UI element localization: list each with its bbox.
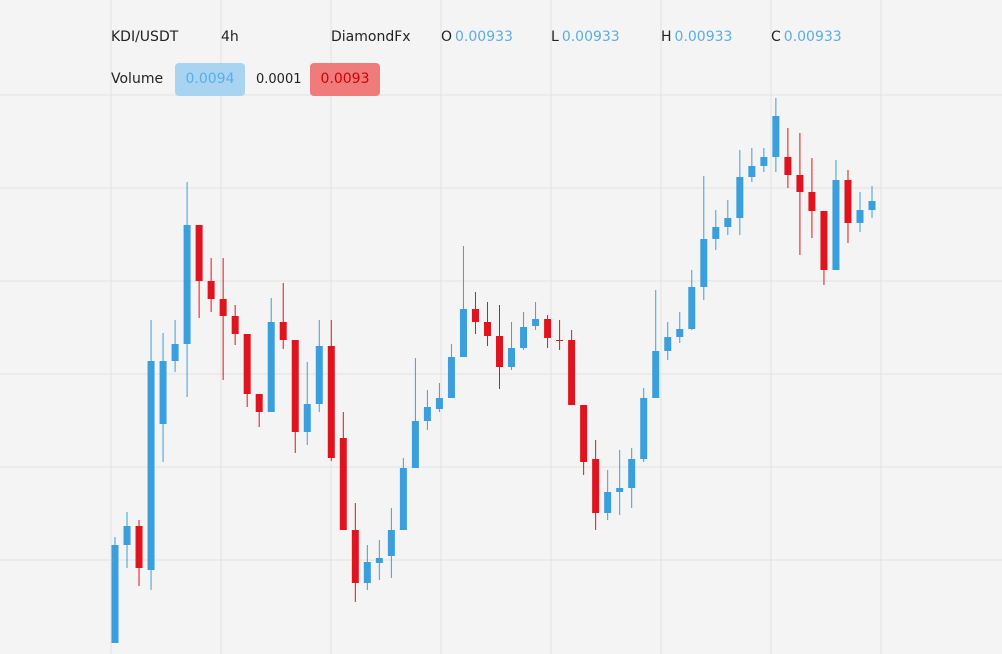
candle-body (291, 340, 299, 432)
candle-body (135, 526, 143, 568)
candle-body (628, 459, 636, 488)
candle-body (267, 322, 275, 412)
candle-body (508, 348, 516, 367)
candle-body (772, 116, 780, 157)
candle-body (123, 526, 131, 545)
candle-body (411, 421, 419, 468)
candle-body (219, 299, 227, 316)
volume-delta: 0.0001 (256, 72, 302, 87)
candle-body (700, 239, 708, 287)
candle-body (544, 319, 552, 338)
candle-body (387, 530, 395, 556)
candle-body (375, 558, 383, 563)
candle-body (447, 357, 455, 398)
candle-body (159, 361, 167, 424)
ohlc-label: C (771, 29, 781, 45)
ohlc-item: L 0.00933 (551, 29, 620, 45)
candle-body (147, 361, 155, 570)
candle-body (255, 394, 263, 412)
candle-body (820, 211, 828, 270)
candle-body (736, 177, 744, 218)
candle-body (315, 346, 323, 404)
interval: 4h (221, 29, 239, 45)
candle-body (520, 327, 528, 348)
candle-body (868, 201, 876, 210)
candle-body (784, 157, 792, 175)
candle-body (471, 309, 479, 322)
ohlc-label: H (661, 29, 672, 45)
candle-body (796, 175, 804, 192)
ohlc-value: 0.00933 (561, 29, 620, 45)
candle-body (832, 180, 840, 270)
ohlc-value: 0.00933 (455, 29, 513, 45)
candle-body (195, 225, 203, 281)
candle-body (399, 468, 407, 530)
candle-body (676, 329, 684, 337)
volume-down: 0.0093 (310, 63, 380, 96)
candle-body (760, 157, 768, 166)
ohlc-label: O (441, 29, 453, 45)
candle-body (435, 398, 443, 409)
candle-body (303, 404, 311, 432)
candle-body (688, 287, 696, 329)
candle-body (483, 322, 491, 336)
source: DiamondFx (331, 29, 411, 45)
candle-body (856, 210, 864, 223)
candle-body (111, 545, 119, 643)
candle-body (664, 337, 672, 351)
candle-body (532, 319, 540, 326)
candle-body (459, 309, 467, 357)
candle-body (363, 562, 371, 583)
candle-body (351, 530, 359, 583)
ohlc-item: C 0.00933 (771, 29, 842, 45)
candle-body (279, 322, 287, 340)
candle-body (171, 344, 179, 361)
volume-up: 0.0094 (175, 63, 245, 96)
symbol: KDI/USDT (111, 29, 179, 45)
candle-body (496, 336, 504, 367)
candle-body (580, 405, 588, 462)
ohlc-item: O 0.00933 (441, 29, 513, 45)
candle-body (724, 218, 732, 227)
candle-body (231, 316, 239, 334)
candle-body (423, 407, 431, 421)
volume-label: Volume (111, 71, 164, 87)
candle-body (808, 192, 816, 211)
candle-body (652, 351, 660, 398)
ohlc-value: 0.00933 (674, 29, 733, 45)
candle-body (604, 492, 612, 513)
candle-body (339, 438, 347, 530)
ohlc-value: 0.00933 (783, 29, 842, 45)
candle-body (640, 398, 648, 459)
candle-body (556, 340, 564, 341)
candle-body (748, 166, 756, 177)
ohlc-item: H 0.00933 (661, 29, 732, 45)
candle-body (243, 334, 251, 394)
candle-body (327, 346, 335, 458)
candle-body (712, 227, 720, 239)
candle-body (568, 340, 576, 405)
candle-body (592, 459, 600, 513)
candle-body (183, 225, 191, 344)
candle-body (207, 281, 215, 299)
ohlc-label: L (551, 29, 559, 45)
candle-body (616, 488, 624, 492)
candle-body (844, 180, 852, 223)
